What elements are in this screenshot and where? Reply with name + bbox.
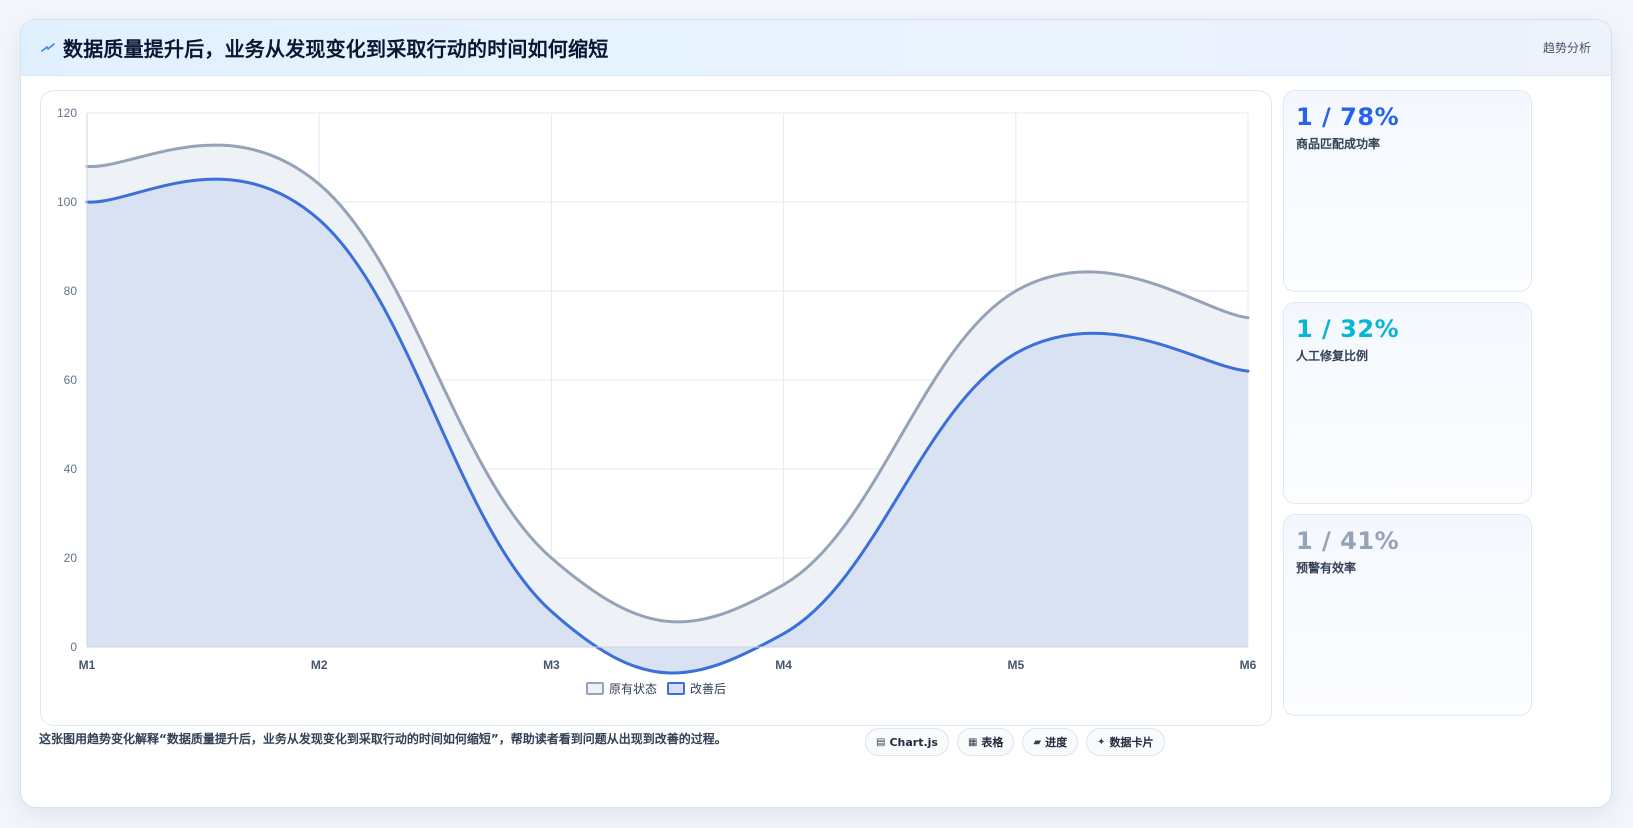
pill-progress[interactable]: ▰ 进度 [1022,728,1079,756]
y-tick-label: 0 [70,640,77,654]
pill-label: 数据卡片 [1109,736,1154,749]
stat-card: 1 / 32% 人工修复比例 [1283,302,1532,504]
pill-label: Chart.js [889,735,938,749]
legend-item[interactable]: 改善后 [667,680,726,697]
series-line [85,143,1250,624]
chart-panel: 0 20 40 60 80 100 120 M1 M2 M3 M4 M5 M6 原有状态 改善后 [40,90,1272,726]
chart-legend: 原有状态 改善后 [41,680,1271,697]
progress-icon: ▰ [1033,736,1042,748]
y-tick-label: 100 [57,195,77,209]
stat-card: 1 / 78% 商品匹配成功率 [1283,90,1532,292]
chart-icon: ▤ [876,736,886,748]
chart-description: 这张图用趋势变化解释“数据质量提升后，业务从发现变化到采取行动的时间如何缩短”，… [39,732,727,746]
x-tick-label: M3 [543,658,560,672]
pill-data-card[interactable]: ✦ 数据卡片 [1086,728,1165,756]
page-title: 数据质量提升后，业务从发现变化到采取行动的时间如何缩短 [63,37,609,61]
x-tick-label: M4 [775,658,792,672]
stat-value: 1 / 41% [1296,527,1400,555]
y-tick-label: 40 [64,462,78,476]
x-tick-label: M6 [1240,658,1257,672]
x-tick-label: M5 [1007,658,1024,672]
y-tick-label: 60 [64,373,78,387]
stat-value: 1 / 78% [1296,103,1400,131]
stat-card: 1 / 41% 预警有效率 [1283,514,1532,716]
stat-value: 1 / 32% [1296,315,1400,343]
legend-swatch [585,682,604,695]
table-icon: ▦ [967,736,978,748]
stat-label: 预警有效率 [1296,561,1357,575]
chart-card: 数据质量提升后，业务从发现变化到采取行动的时间如何缩短 趋势分析 0 20 40 60… [20,19,1612,808]
pill-chartjs[interactable]: ▤ Chart.js [865,728,949,756]
pill-label: 表格 [981,736,1004,749]
series-area [87,179,1248,674]
legend-label: 原有状态 [608,682,657,696]
stats-column: 1 / 78% 商品匹配成功率 1 / 32% 人工修复比例 1 / 41% 预… [1283,90,1532,716]
header-tag[interactable]: 趋势分析 [1542,41,1591,55]
legend-label: 改善后 [690,682,727,696]
x-tick-label: M1 [79,658,96,672]
sparkle-icon: ✦ [1097,736,1106,748]
pill-label: 进度 [1045,736,1068,749]
pill-table[interactable]: ▦ 表格 [956,728,1015,756]
legend-item[interactable]: 原有状态 [585,680,657,697]
y-tick-label: 120 [57,106,77,120]
stat-label: 人工修复比例 [1296,349,1369,363]
feature-pills: ▤ Chart.js ▦ 表格 ▰ 进度 ✦ 数据卡片 [865,728,1165,756]
stat-label: 商品匹配成功率 [1296,137,1381,151]
card-header: 数据质量提升后，业务从发现变化到采取行动的时间如何缩短 趋势分析 [21,20,1611,76]
x-tick-label: M2 [311,658,328,672]
bolt-icon [41,42,55,52]
y-tick-label: 80 [64,284,78,298]
y-tick-label: 20 [64,551,78,565]
area-chart: 0 20 40 60 80 100 120 M1 M2 M3 M4 M5 M6 [57,106,1257,675]
legend-swatch [667,682,685,695]
series-line [85,177,1250,675]
